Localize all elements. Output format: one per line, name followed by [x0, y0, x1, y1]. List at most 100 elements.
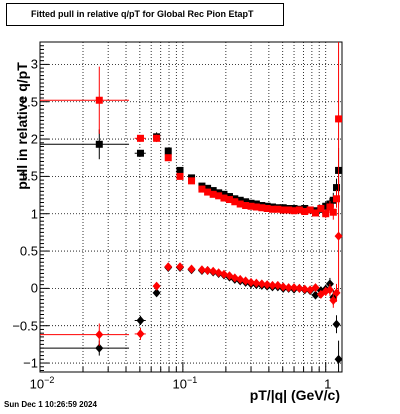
data-point-square: [95, 96, 103, 104]
data-point-diamond: [311, 283, 320, 293]
data-point-diamond: [334, 231, 343, 241]
data-point-diamond: [236, 274, 245, 284]
date-stamp: Sun Dec 1 10:26:59 2024: [4, 400, 97, 409]
data-point-diamond: [263, 280, 272, 290]
data-point-square: [95, 140, 103, 148]
data-point-square: [176, 172, 184, 180]
data-point-square: [263, 204, 271, 212]
data-point-diamond: [219, 269, 228, 279]
data-point-diamond: [273, 280, 282, 290]
y-tick-label: 1: [30, 206, 38, 222]
data-point-square: [164, 154, 172, 162]
data-point-square: [279, 206, 287, 214]
data-point-diamond: [203, 265, 212, 275]
data-point-diamond: [214, 268, 223, 278]
data-point-diamond: [252, 278, 261, 288]
data-point-diamond: [290, 283, 299, 293]
data-point-square: [242, 202, 250, 210]
y-tick-label: 1.5: [19, 168, 38, 184]
x-tick-label: 10−2: [29, 375, 55, 392]
data-point-square: [236, 200, 244, 208]
data-point-square: [176, 166, 184, 174]
data-point-square: [209, 190, 217, 198]
data-point-square: [290, 207, 298, 215]
data-point-square: [136, 149, 144, 157]
data-point-square: [335, 115, 343, 123]
data-point-square: [322, 210, 330, 218]
data-point-diamond: [329, 295, 338, 305]
data-point-square: [136, 134, 144, 142]
data-point-square: [220, 194, 228, 202]
data-point-diamond: [209, 266, 218, 276]
data-point-square: [285, 206, 293, 214]
data-point-diamond: [300, 284, 309, 294]
data-point-diamond: [230, 273, 239, 283]
data-point-square: [252, 203, 260, 211]
data-point-square: [268, 205, 276, 213]
y-tick-label: 2: [30, 131, 38, 147]
x-tick-label: 1: [324, 376, 332, 392]
data-point-square: [204, 184, 212, 192]
axes: [39, 41, 343, 373]
data-series: [40, 42, 343, 372]
data-point-square: [198, 185, 206, 193]
data-point-diamond: [268, 280, 277, 290]
data-point-diamond: [187, 264, 196, 274]
data-point-diamond: [136, 315, 145, 325]
data-point-square: [209, 187, 217, 195]
data-point-diamond: [257, 279, 266, 289]
data-point-square: [274, 205, 282, 213]
series-4: [40, 180, 343, 346]
data-point-square: [311, 209, 319, 217]
data-point-square: [247, 202, 255, 210]
data-point-diamond: [197, 265, 206, 275]
data-point-diamond: [284, 283, 293, 293]
data-point-square: [215, 192, 223, 200]
data-point-diamond: [152, 281, 161, 291]
data-point-diamond: [295, 283, 304, 293]
chart-title: Fitted pull in relative q/pT for Global …: [6, 3, 284, 26]
data-point-square: [329, 208, 337, 216]
data-point-square: [236, 196, 244, 204]
series-1: [40, 129, 343, 215]
data-point-square: [204, 188, 212, 196]
data-point-diamond: [334, 354, 343, 364]
data-point-square: [306, 206, 314, 214]
data-point-diamond: [247, 277, 256, 287]
data-point-diamond: [136, 329, 145, 339]
series-2: [40, 42, 343, 220]
data-point-square: [242, 198, 250, 206]
data-point-diamond: [152, 288, 161, 298]
series-3: [40, 262, 343, 372]
data-point-diamond: [325, 285, 334, 295]
data-point-diamond: [95, 343, 104, 353]
data-point-square: [258, 204, 266, 212]
data-point-square: [220, 190, 228, 198]
data-point-square: [333, 184, 341, 192]
plot-frame: [39, 41, 343, 373]
y-tick-label: 0: [30, 280, 38, 296]
data-point-square: [301, 207, 309, 215]
y-tick-label: 2.5: [19, 94, 38, 110]
data-point-square: [322, 202, 330, 210]
data-point-square: [153, 134, 161, 142]
y-tick-label: 0.5: [19, 243, 38, 259]
data-point-diamond: [279, 282, 288, 292]
data-point-diamond: [95, 330, 104, 340]
data-point-square: [295, 206, 303, 214]
data-point-square: [326, 203, 334, 211]
y-tick-label: −1: [23, 355, 38, 371]
data-point-diamond: [164, 262, 173, 272]
data-point-diamond: [241, 276, 250, 286]
data-point-diamond: [176, 262, 185, 272]
x-axis-label: pT/|q| (GeV/c): [249, 387, 340, 403]
data-point-diamond: [311, 290, 320, 300]
data-point-square: [317, 204, 325, 212]
y-tick-label: −0.5: [12, 318, 38, 334]
data-point-square: [225, 196, 233, 204]
x-tick-label: 10−1: [172, 375, 198, 392]
data-point-square: [164, 147, 172, 155]
data-point-square: [333, 195, 341, 203]
data-point-square: [188, 177, 196, 185]
